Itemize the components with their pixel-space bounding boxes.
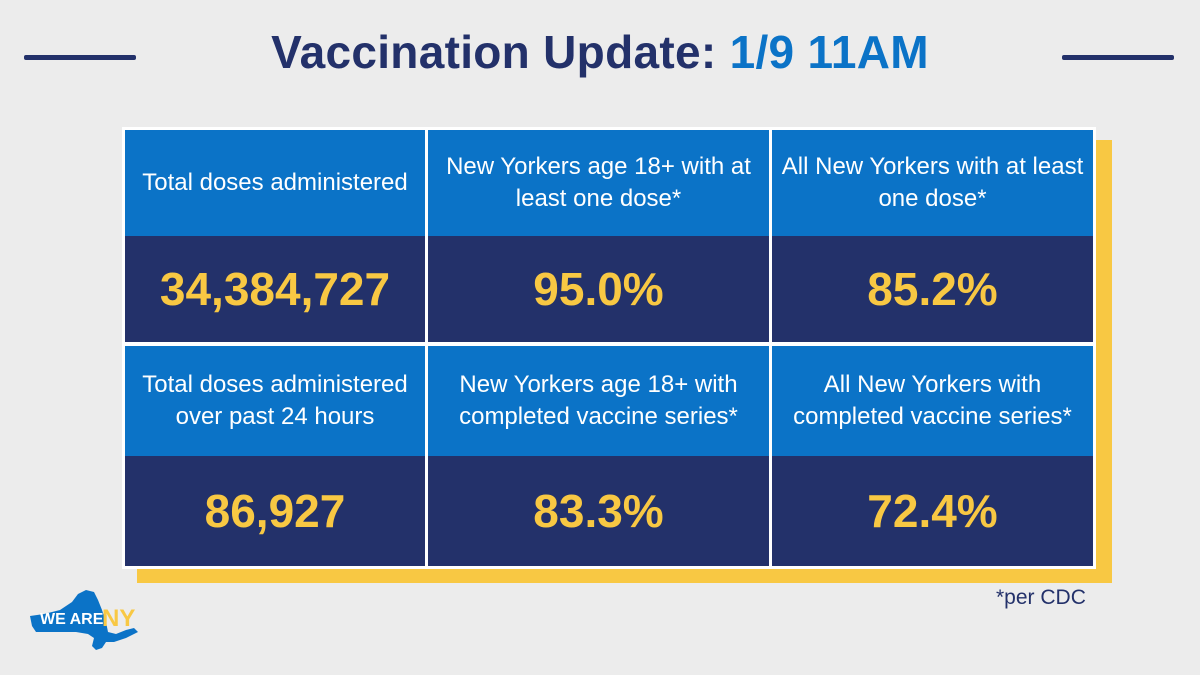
page-title: Vaccination Update: 1/9 11AM	[0, 22, 1200, 82]
svg-text:NY: NY	[102, 605, 135, 632]
stat-label-adults-completed: New Yorkers age 18+ with completed vacci…	[428, 346, 769, 456]
we-are-ny-logo: WE ARE NY	[26, 588, 166, 654]
svg-text:WE ARE: WE ARE	[40, 611, 104, 628]
stat-label-all-completed: All New Yorkers with completed vaccine s…	[772, 346, 1093, 456]
title-divider-right	[1062, 55, 1174, 60]
stat-value-adults-completed: 83.3%	[428, 456, 769, 566]
stat-label-total-doses: Total doses administered	[125, 130, 425, 236]
stat-value-all-completed: 72.4%	[772, 456, 1093, 566]
stat-value-doses-24h: 86,927	[125, 456, 425, 566]
title-main: Vaccination Update:	[271, 26, 717, 78]
stat-label-adults-one-dose: New Yorkers age 18+ with at least one do…	[428, 130, 769, 236]
stat-label-all-one-dose: All New Yorkers with at least one dose*	[772, 130, 1093, 236]
title-date-time: 1/9 11AM	[729, 26, 929, 78]
stat-value-total-doses: 34,384,727	[125, 236, 425, 342]
stat-value-adults-one-dose: 95.0%	[428, 236, 769, 342]
stats-table: Total doses administered New Yorkers age…	[122, 127, 1096, 569]
header: Vaccination Update: 1/9 11AM	[0, 22, 1200, 82]
title-divider-left	[24, 55, 136, 60]
footnote: *per CDC	[996, 586, 1086, 609]
new-york-state-map-icon: WE ARE NY	[30, 590, 138, 650]
stat-value-all-one-dose: 85.2%	[772, 236, 1093, 342]
stat-label-doses-24h: Total doses administered over past 24 ho…	[125, 346, 425, 456]
